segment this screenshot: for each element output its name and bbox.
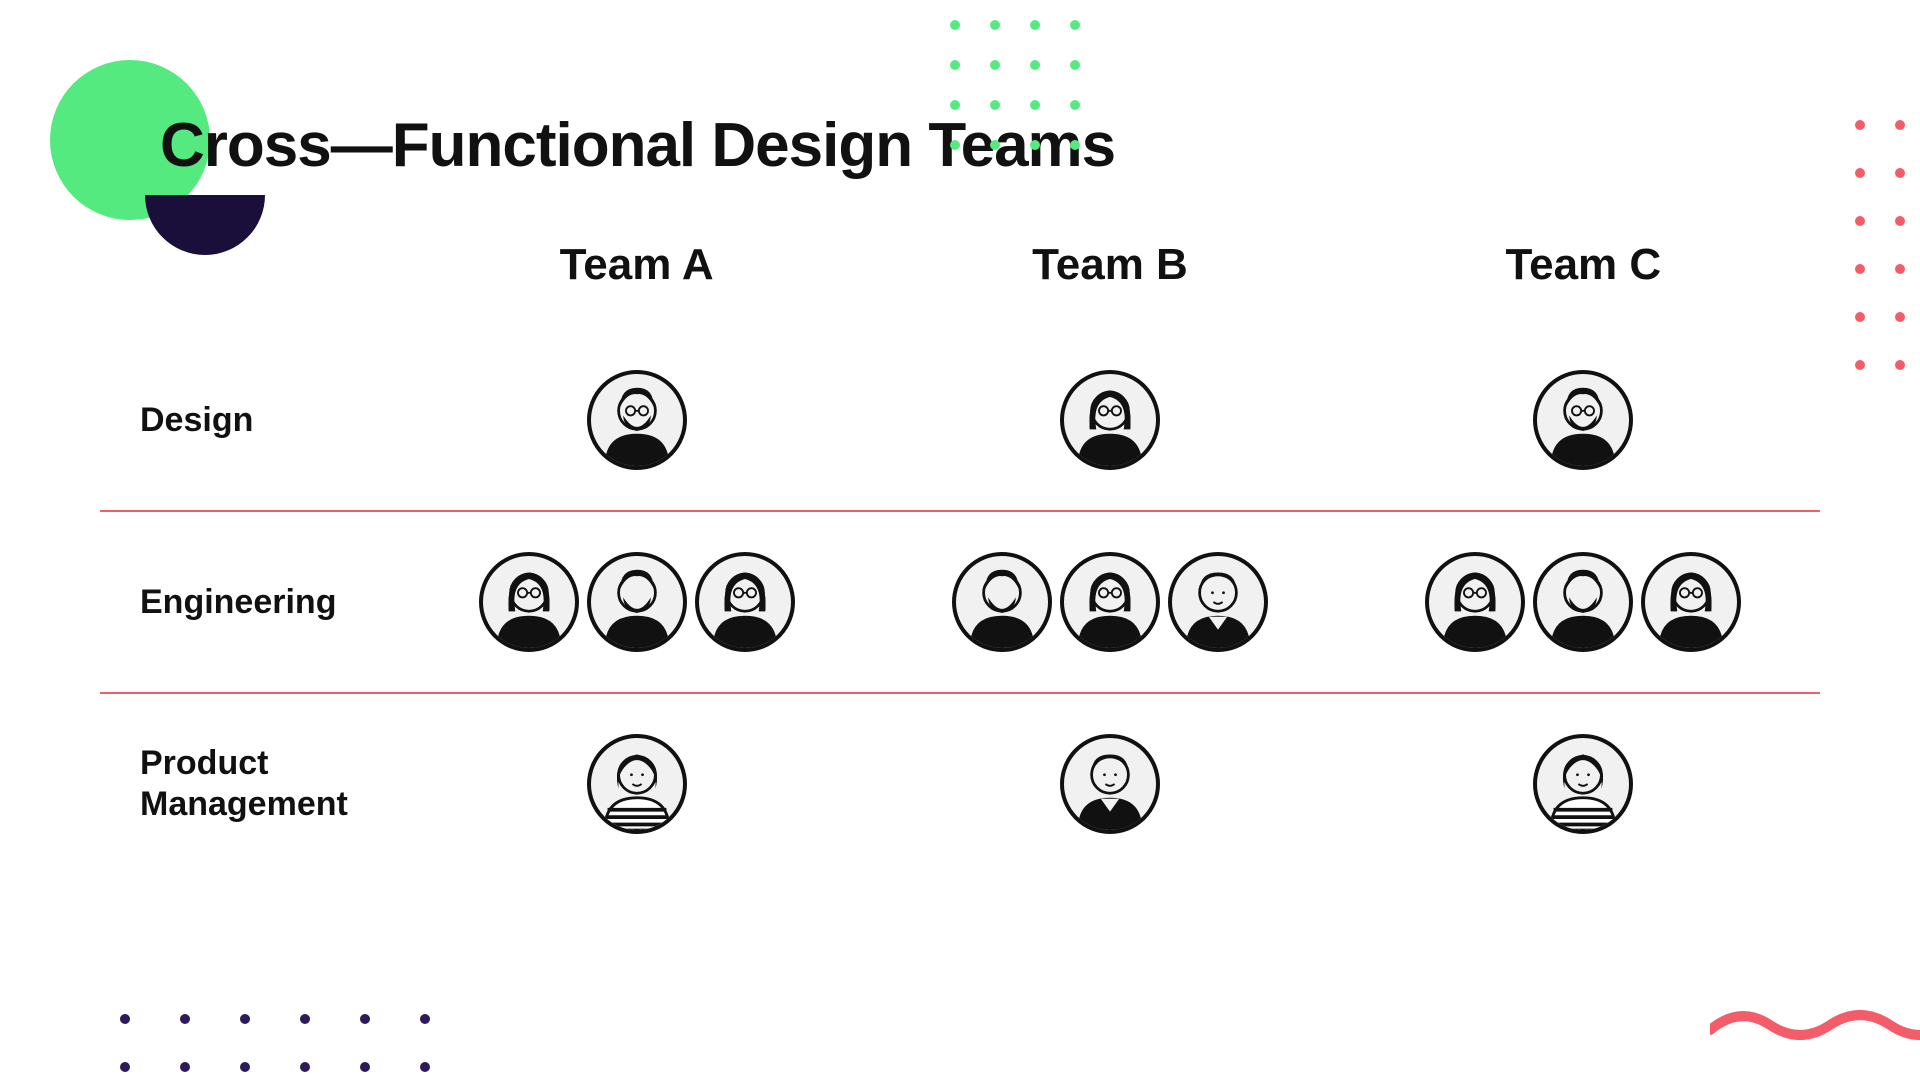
person-avatar [1060, 370, 1160, 470]
dot [1855, 120, 1865, 130]
role-label-design: Design [100, 400, 400, 441]
person-avatar [479, 552, 579, 652]
cell-eng-b [873, 552, 1346, 652]
cell-design-a [400, 370, 873, 470]
person-avatar [1060, 552, 1160, 652]
cell-eng-c [1347, 552, 1820, 652]
dot [990, 100, 1000, 110]
dot [1030, 140, 1040, 150]
cell-pm-b [873, 734, 1346, 834]
row-design: Design [100, 330, 1820, 510]
dot [950, 60, 960, 70]
dot [1895, 120, 1905, 130]
wave-shape [1710, 1000, 1920, 1050]
dot [360, 1062, 370, 1072]
person-avatar [695, 552, 795, 652]
dot [240, 1062, 250, 1072]
person-avatar [1168, 552, 1268, 652]
dot [1855, 216, 1865, 226]
dot [1855, 168, 1865, 178]
dot [950, 140, 960, 150]
dot [1895, 216, 1905, 226]
cell-eng-a [400, 552, 873, 652]
dot [1895, 312, 1905, 322]
person-avatar [587, 552, 687, 652]
dot [1030, 60, 1040, 70]
person-avatar [952, 552, 1052, 652]
header-row: Team A Team B Team C [100, 240, 1820, 290]
team-matrix: Team A Team B Team C Design Engineering … [100, 240, 1820, 874]
person-avatar [587, 370, 687, 470]
person-avatar [1641, 552, 1741, 652]
dot [1070, 60, 1080, 70]
dot [420, 1014, 430, 1024]
team-header-b: Team B [873, 240, 1346, 290]
dot [1030, 100, 1040, 110]
dot [300, 1014, 310, 1024]
purple-dot-grid [120, 1014, 430, 1072]
dot [180, 1062, 190, 1072]
dot [360, 1014, 370, 1024]
dot [1895, 264, 1905, 274]
team-header-a: Team A [400, 240, 873, 290]
person-avatar [1425, 552, 1525, 652]
person-avatar [1060, 734, 1160, 834]
dot [1855, 360, 1865, 370]
dot [1070, 100, 1080, 110]
person-avatar [1533, 370, 1633, 470]
person-avatar [1533, 552, 1633, 652]
role-label-pm: ProductManagement [100, 743, 400, 825]
cell-design-b [873, 370, 1346, 470]
cell-design-c [1347, 370, 1820, 470]
dot [120, 1062, 130, 1072]
dot [950, 20, 960, 30]
dot [1070, 140, 1080, 150]
dot [950, 100, 960, 110]
dot [180, 1014, 190, 1024]
dot [1895, 168, 1905, 178]
dot [990, 20, 1000, 30]
dot [300, 1062, 310, 1072]
dot [990, 60, 1000, 70]
dot [120, 1014, 130, 1024]
row-pm: ProductManagement [100, 694, 1820, 874]
dot [1895, 360, 1905, 370]
person-avatar [1533, 734, 1633, 834]
dot [1855, 312, 1865, 322]
person-avatar [587, 734, 687, 834]
dot [240, 1014, 250, 1024]
green-dot-grid [950, 20, 1080, 150]
red-dot-grid [1855, 120, 1905, 370]
team-header-c: Team C [1347, 240, 1820, 290]
dot [1070, 20, 1080, 30]
row-engineering: Engineering [100, 512, 1820, 692]
dot [990, 140, 1000, 150]
dot [420, 1062, 430, 1072]
cell-pm-c [1347, 734, 1820, 834]
role-label-engineering: Engineering [100, 582, 400, 623]
cell-pm-a [400, 734, 873, 834]
dot [1030, 20, 1040, 30]
dot [1855, 264, 1865, 274]
